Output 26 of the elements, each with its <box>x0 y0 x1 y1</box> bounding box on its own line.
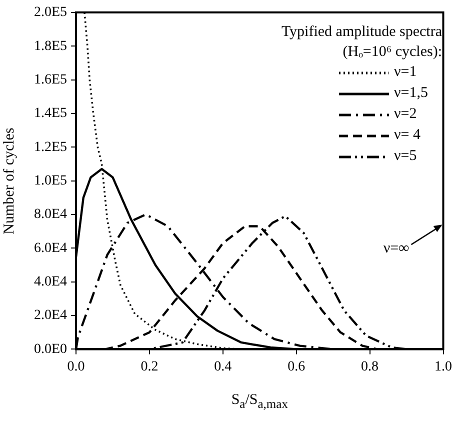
y-tick-label: 0.0E0 <box>34 342 68 357</box>
legend-label: ν=1 <box>394 64 418 81</box>
x-tick-label: 0.6 <box>288 359 306 374</box>
legend-label: ν=5 <box>394 148 418 165</box>
legend-label: ν=1,5 <box>394 85 429 102</box>
annotation: ν=∞ <box>383 240 410 257</box>
y-tick-label: 1.8E5 <box>34 38 68 54</box>
legend-label: ν= 4 <box>394 127 422 144</box>
y-tick-label: 1.0E5 <box>34 173 68 188</box>
y-axis-title: Number of cycles <box>2 127 18 234</box>
legend-label: ν=2 <box>394 106 418 123</box>
x-tick-label: 1.0 <box>434 359 452 374</box>
y-tick-label: 1.6E5 <box>34 72 68 88</box>
y-tick-label: 1.2E5 <box>34 140 68 155</box>
x-tick-label: 0.2 <box>140 359 158 374</box>
y-tick-label: 2.0E5 <box>34 5 68 20</box>
x-tick-label: 0.8 <box>361 359 379 374</box>
x-tick-label: 0.0 <box>67 359 85 374</box>
y-tick-label: 1.4E5 <box>34 106 68 122</box>
y-tick-label: 8.0E4 <box>34 207 68 222</box>
y-tick-label: 6.0E4 <box>34 240 68 256</box>
y-tick-label: 4.0E4 <box>34 274 68 290</box>
legend-title: Typified amplitude spectra (Hₒ=10⁶ cycles): <box>280 23 442 62</box>
x-axis-title: S$_{a}$/S$_{a,max}$ <box>231 392 288 412</box>
y-tick-label: 2.0E4 <box>34 308 68 324</box>
x-tick-label: 0.4 <box>214 359 232 374</box>
